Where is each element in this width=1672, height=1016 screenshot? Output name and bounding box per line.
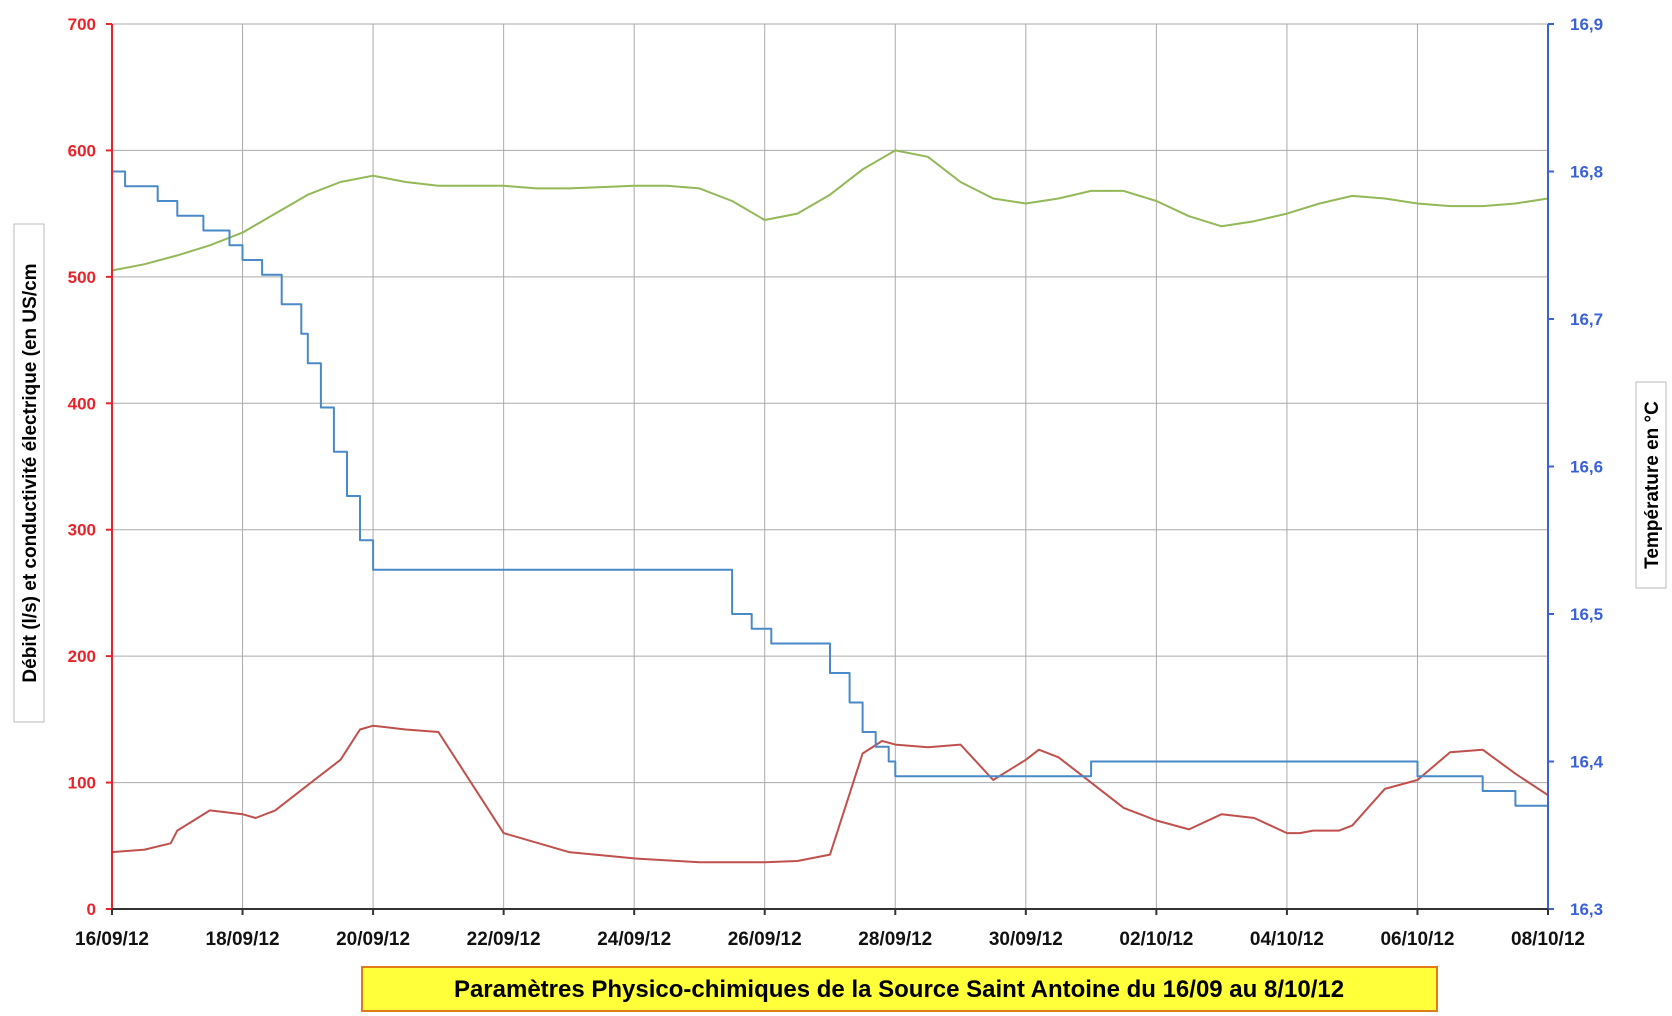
y-left-tick-label: 600	[68, 141, 96, 160]
y-left-axis-label: Débit (l/s) et conductivité électrique (…	[20, 263, 41, 682]
y-left-tick-label: 500	[68, 268, 96, 287]
x-tick-label: 06/10/12	[1380, 929, 1454, 950]
grid	[111, 23, 1549, 910]
x-tick-label: 20/09/12	[336, 929, 410, 950]
y-left-tick-label: 200	[68, 647, 96, 666]
chart-title-box: Paramètres Physico-chimiques de la Sourc…	[361, 966, 1438, 1012]
y-right-tick-label: 16,6	[1570, 458, 1603, 477]
x-tick-label: 28/09/12	[858, 929, 932, 950]
y-right-tick-label: 16,7	[1570, 310, 1603, 329]
y-right-tick-label: 16,3	[1570, 900, 1603, 919]
y-right-tick-label: 16,5	[1570, 605, 1603, 624]
temperature-line	[112, 170, 1548, 807]
x-tick-label: 16/09/12	[75, 929, 149, 950]
conductivity-line	[111, 149, 1549, 272]
x-tick-label: 26/09/12	[728, 929, 802, 950]
discharge-line	[111, 724, 1549, 864]
y-left-tick-label: 100	[68, 774, 96, 793]
x-tick-label: 08/10/12	[1511, 929, 1585, 950]
y-left-axis-label-box: Débit (l/s) et conductivité électrique (…	[13, 223, 45, 723]
y-right-tick-label: 16,8	[1570, 163, 1603, 182]
chart-title: Paramètres Physico-chimiques de la Sourc…	[454, 976, 1344, 1003]
y-right-axis-label: Température en °C	[1642, 401, 1663, 569]
x-tick-label: 22/09/12	[467, 929, 541, 950]
x-tick-label: 18/09/12	[206, 929, 280, 950]
left-y-ticks: 0 100 200 300 400 500 600 700	[68, 15, 112, 919]
y-left-tick-label: 300	[68, 521, 96, 540]
x-tick-label: 04/10/12	[1250, 929, 1324, 950]
series-layer	[111, 149, 1549, 864]
x-ticks: 16/09/12 18/09/12 20/09/12 22/09/12 24/09/12…	[75, 909, 1585, 950]
x-tick-label: 02/10/12	[1119, 929, 1193, 950]
y-left-tick-label: 0	[87, 900, 96, 919]
y-left-tick-label: 400	[68, 394, 96, 413]
x-tick-label: 30/09/12	[989, 929, 1063, 950]
y-right-tick-label: 16,9	[1570, 15, 1603, 34]
y-right-tick-label: 16,4	[1570, 753, 1604, 772]
y-left-tick-label: 700	[68, 15, 96, 34]
right-y-ticks: 16,3 16,4 16,5 16,6 16,7 16,8 16,9	[1548, 15, 1604, 919]
x-tick-label: 24/09/12	[597, 929, 671, 950]
axes	[111, 24, 1549, 910]
y-right-axis-label-box: Température en °C	[1635, 381, 1667, 589]
